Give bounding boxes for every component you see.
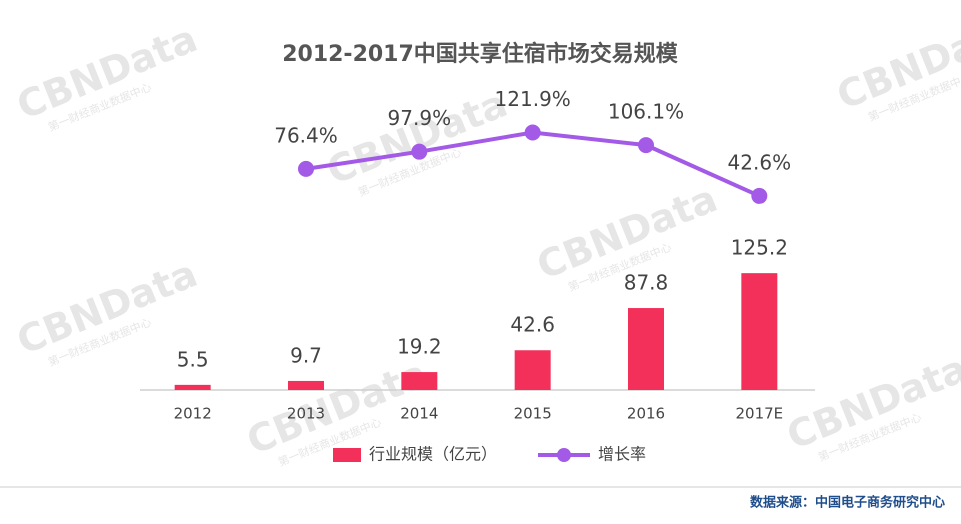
data-label: 121.9% bbox=[495, 87, 571, 111]
x-tick-label: 2012 bbox=[174, 405, 212, 423]
data-label: 42.6 bbox=[510, 313, 555, 337]
legend-label: 增长率 bbox=[598, 445, 646, 464]
bar bbox=[174, 384, 211, 390]
bar bbox=[628, 308, 664, 390]
x-tick-label: 2016 bbox=[627, 405, 665, 423]
x-tick-label: 2017E bbox=[736, 405, 784, 423]
legend-label: 行业规模（亿元） bbox=[369, 445, 497, 464]
data-label: 106.1% bbox=[608, 100, 684, 124]
legend-swatch-dot bbox=[557, 448, 571, 462]
x-tick-label: 2014 bbox=[400, 405, 438, 423]
chart-title: 2012-2017中国共享住宿市场交易规模 bbox=[282, 41, 679, 67]
data-label: 5.5 bbox=[177, 347, 209, 371]
line-point bbox=[298, 160, 314, 177]
bar bbox=[741, 273, 778, 390]
data-label: 42.6% bbox=[728, 150, 792, 174]
legend-swatch bbox=[333, 448, 361, 462]
bar bbox=[288, 380, 324, 390]
data-label: 76.4% bbox=[274, 123, 338, 147]
data-label: 87.8 bbox=[624, 271, 669, 295]
line-point bbox=[411, 143, 428, 160]
source: 数据来源：中国电子商务研究中心 bbox=[750, 495, 945, 511]
line-point bbox=[638, 137, 654, 154]
line-point bbox=[751, 187, 768, 204]
x-tick-label: 2013 bbox=[287, 405, 325, 423]
data-label: 9.7 bbox=[290, 343, 322, 367]
bar bbox=[401, 372, 438, 390]
x-tick-label: 2015 bbox=[514, 405, 552, 423]
data-label: 125.2 bbox=[731, 236, 788, 260]
data-label: 19.2 bbox=[397, 335, 442, 359]
line-point bbox=[524, 124, 541, 141]
data-label: 97.9% bbox=[388, 106, 452, 130]
bar bbox=[514, 350, 551, 390]
